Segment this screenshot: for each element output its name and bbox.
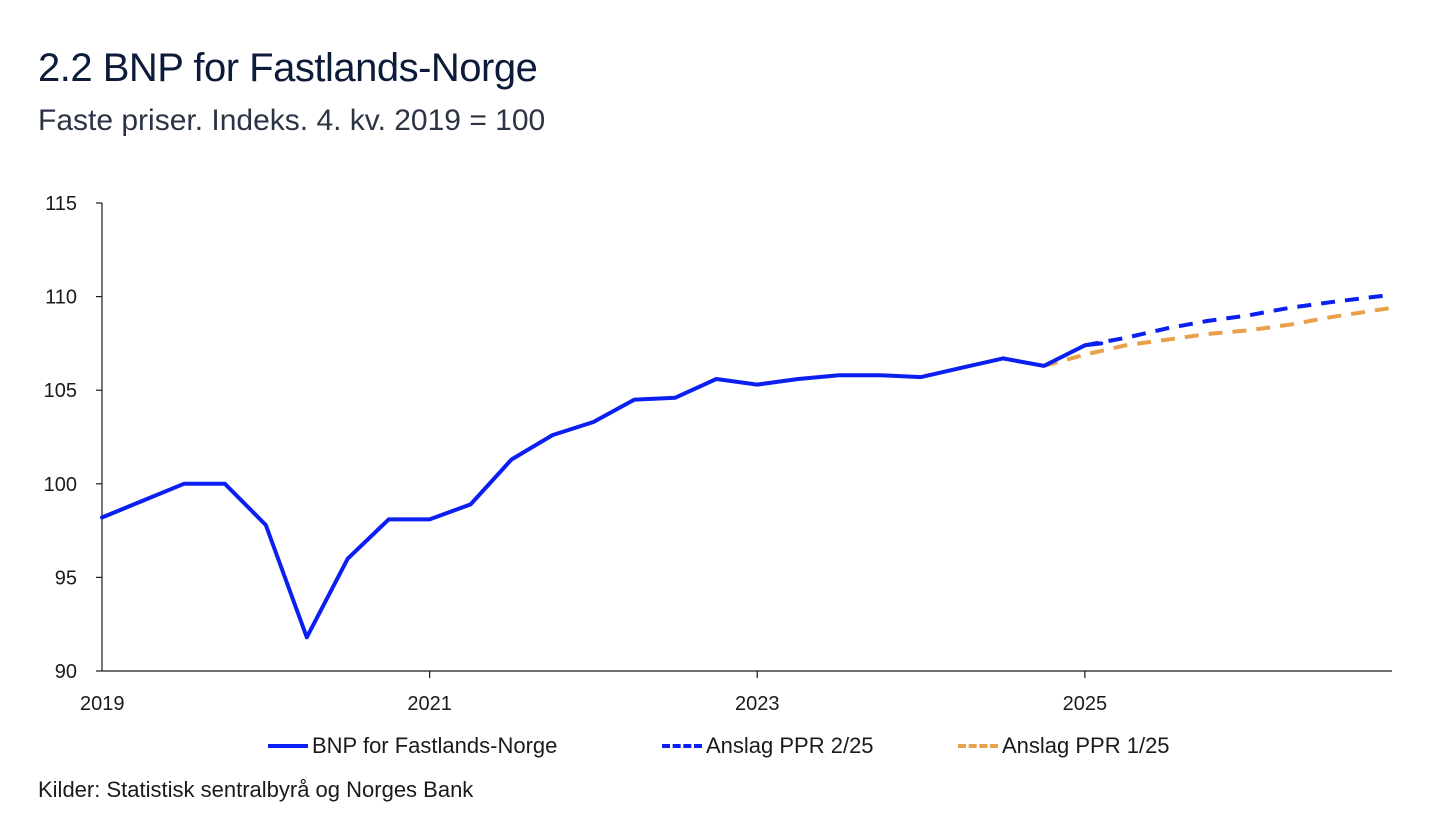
legend-label: Anslag PPR 2/25 <box>706 733 874 758</box>
axes: 90 95 100 105 110 115 2019 2021 2023 2025 <box>44 193 1392 715</box>
y-tick-label: 95 <box>55 567 77 589</box>
legend-item-ppr-2-25: Anslag PPR 2/25 <box>662 733 874 759</box>
legend-swatch-dashed-blue <box>662 744 702 748</box>
x-tick-label: 2021 <box>407 693 452 715</box>
source-note: Kilder: Statistisk sentralbyrå og Norges… <box>38 777 474 802</box>
legend-swatch-dashed-orange <box>958 744 998 748</box>
y-tick-label: 100 <box>44 474 77 496</box>
series-line-anslag-ppr-1-25 <box>1043 305 1393 368</box>
legend: BNP for Fastlands-Norge Anslag PPR 2/25 … <box>0 733 1445 763</box>
x-tick-label: 2019 <box>80 693 125 715</box>
chart-title: 2.2 BNP for Fastlands-Norge <box>38 46 538 90</box>
series-lines <box>100 292 1393 640</box>
series-line-anslag-ppr-2-25 <box>1084 292 1393 348</box>
legend-label: Anslag PPR 1/25 <box>1002 733 1170 758</box>
x-tick-label: 2023 <box>735 693 780 715</box>
y-tick-label: 105 <box>44 380 77 402</box>
y-tick-label: 90 <box>55 661 77 683</box>
chart-subtitle: Faste priser. Indeks. 4. kv. 2019 = 100 <box>38 104 546 137</box>
y-tick-label: 115 <box>45 193 77 215</box>
legend-item-bnp: BNP for Fastlands-Norge <box>268 733 557 759</box>
legend-item-ppr-1-25: Anslag PPR 1/25 <box>958 733 1170 759</box>
series-line-bnp-for-fastlands-norge <box>100 341 1104 640</box>
y-tick-label: 110 <box>45 287 77 309</box>
x-tick-label: 2025 <box>1063 693 1108 715</box>
legend-swatch-solid-blue <box>268 744 308 748</box>
legend-label: BNP for Fastlands-Norge <box>312 733 558 758</box>
